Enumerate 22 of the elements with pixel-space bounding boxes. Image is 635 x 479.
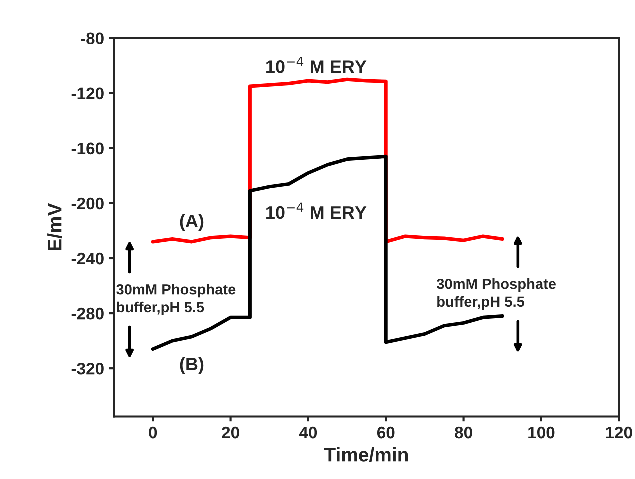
x-tick-label: 80	[455, 426, 472, 439]
x-tick-label: 100	[528, 426, 555, 439]
y-tick-label: -240	[72, 252, 104, 265]
x-tick-label: 60	[377, 426, 395, 439]
y-tick-label: -200	[72, 198, 104, 210]
annotation: 30mM Phosphate buffer,pH 5.5	[116, 284, 236, 316]
annotation: (B)	[180, 357, 204, 374]
y-tick-label: -280	[72, 308, 104, 320]
x-tick-label: 20	[222, 426, 240, 439]
x-tick-label: 40	[299, 426, 318, 439]
annotation: 30mM Phosphate buffer,pH 5.5	[436, 278, 556, 310]
annotation: 10$^{−4}$ M ERY	[266, 57, 367, 74]
y-tick-label: -160	[72, 142, 104, 155]
annotation: 10$^{−4}$ M ERY	[266, 202, 367, 220]
x-tick-label: 120	[606, 426, 632, 439]
y-tick-label: -320	[72, 362, 104, 375]
y-tick-label: -120	[72, 88, 104, 100]
x-axis-title: Time/min	[324, 448, 408, 462]
x-tick-label: 0	[149, 426, 158, 439]
y-tick-label: -80	[81, 32, 104, 45]
y-axis-title: E/mV	[48, 203, 62, 251]
annotation: (A)	[180, 214, 204, 232]
